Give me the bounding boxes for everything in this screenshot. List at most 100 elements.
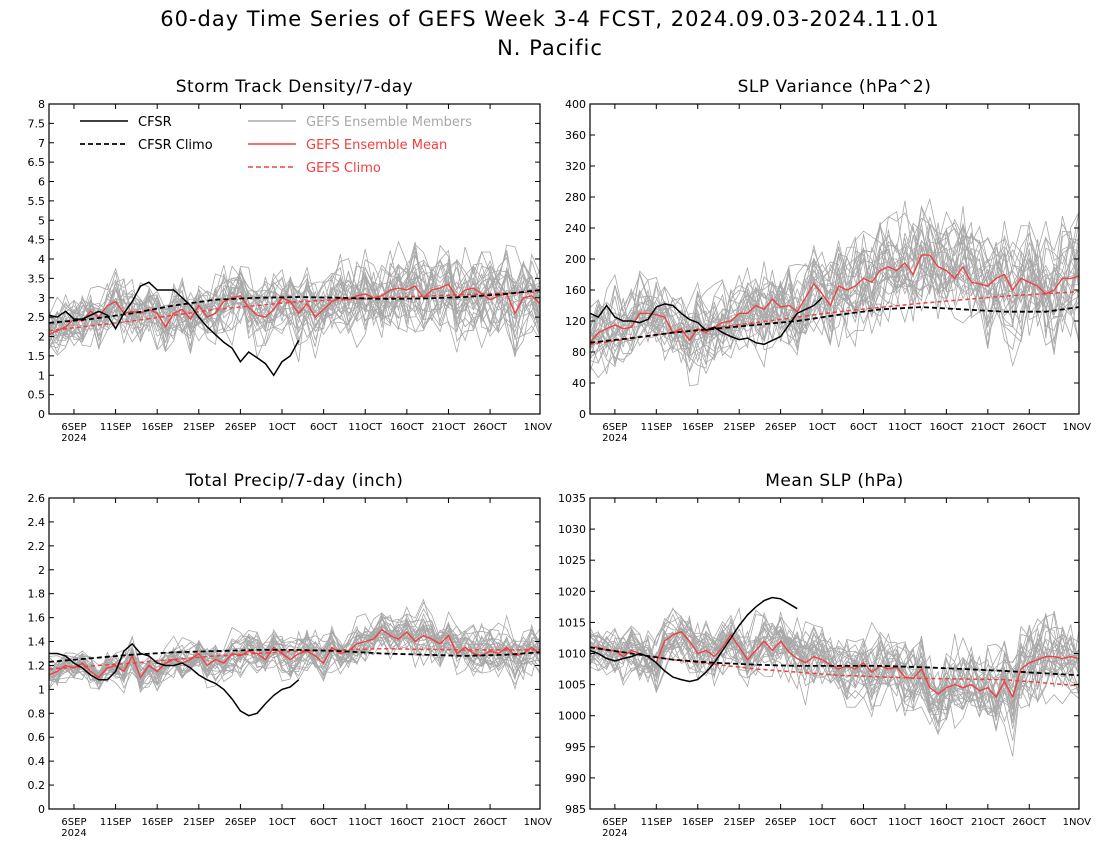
x-tick-label: 11SEP — [100, 422, 131, 433]
y-tick-label: 2 — [38, 331, 45, 344]
x-tick-label: 21SEP — [183, 817, 214, 828]
y-tick-label: 0.8 — [28, 707, 46, 720]
y-tick-label: 1030 — [558, 523, 586, 536]
y-tick-label: 7 — [38, 137, 45, 150]
y-tick-label: 2 — [38, 564, 45, 577]
x-tick-label: 21SEP — [183, 422, 214, 433]
ensemble-member-line — [589, 607, 1080, 723]
members-group — [589, 197, 1080, 387]
y-tick-label: 5 — [38, 214, 45, 227]
ensemble-member-line — [48, 261, 541, 353]
y-tick-label: 3 — [38, 292, 45, 305]
y-tick-label: 8 — [38, 98, 45, 111]
y-tick-label: 280 — [565, 191, 586, 204]
ensemble-member-line — [48, 598, 541, 689]
y-tick-label: 1.8 — [28, 588, 46, 601]
y-tick-label: 400 — [565, 98, 586, 111]
x-tick-label: 26SEP — [765, 817, 796, 828]
x-tick-label: 1OCT — [808, 817, 836, 828]
y-tick-label: 1 — [38, 369, 45, 382]
y-tick-label: 6 — [38, 176, 45, 189]
y-tick-label: 1000 — [558, 710, 586, 723]
y-tick-label: 5.5 — [28, 195, 46, 208]
ensemble-member-line — [48, 601, 541, 686]
x-tick-label: 21OCT — [432, 817, 467, 828]
ensemble-member-line — [48, 619, 541, 685]
x-tick-label: 26OCT — [473, 422, 508, 433]
x-tick-label: 6OCT — [850, 422, 878, 433]
y-tick-label: 1.4 — [28, 636, 46, 649]
x-tick-label: 11OCT — [348, 817, 383, 828]
x-tick-label: 16OCT — [930, 817, 965, 828]
y-tick-label: 160 — [565, 284, 586, 297]
ensemble-member-line — [589, 611, 1080, 736]
x-tick-label: 26OCT — [1012, 422, 1047, 433]
y-tick-label: 1020 — [558, 585, 586, 598]
y-tick-label: 120 — [565, 315, 586, 328]
x-tick-label: 6OCT — [850, 817, 878, 828]
x-tick-label: 11OCT — [888, 422, 923, 433]
suptitle-line2: N. Pacific — [497, 36, 603, 60]
panel-title: Storm Track Density/7-day — [176, 77, 413, 97]
series-line-cfsr-climo — [589, 646, 1080, 677]
x-tick-label: 21OCT — [971, 422, 1006, 433]
members-group — [589, 606, 1080, 757]
legend-label-cfsr: CFSR — [138, 115, 172, 130]
y-tick-label: 985 — [565, 803, 586, 816]
ensemble-member-line — [589, 243, 1080, 375]
plot-frame — [48, 103, 541, 415]
y-tick-label: 4 — [38, 253, 45, 266]
y-tick-label: 995 — [565, 741, 586, 754]
panel-1: Storm Track Density/7-day 0 0.5 1 1.5 2 2.5 3 3.… — [28, 77, 553, 444]
y-tick-label: 240 — [565, 222, 586, 235]
x-tick-label: 6SEP — [61, 817, 86, 828]
x-tick-label: 26SEP — [225, 817, 256, 828]
members-group — [48, 598, 541, 694]
y-tick-label: 1 — [38, 683, 45, 696]
x-tick-label: 1NOV — [524, 817, 553, 828]
y-tick-label: 1.6 — [28, 612, 46, 625]
ensemble-member-line — [589, 234, 1080, 360]
ensemble-member-line — [589, 223, 1080, 363]
x-tick-label: 21OCT — [432, 422, 467, 433]
x-tick-label: 11SEP — [641, 817, 672, 828]
x-tick-label: 26OCT — [473, 817, 508, 828]
y-tick-label: 1015 — [558, 616, 586, 629]
x-tick-label: 16SEP — [682, 817, 713, 828]
series-line-cfsr — [589, 297, 823, 346]
panel-title: SLP Variance (hPa^2) — [738, 77, 932, 97]
panel-4: Mean SLP (hPa) 985 990 995 1000 1005 1010 1015 1… — [558, 471, 1091, 839]
x-tick-label: 1OCT — [268, 817, 296, 828]
ensemble-member-line — [589, 627, 1080, 741]
y-tick-label: 0.2 — [28, 779, 46, 792]
x-year-label: 2024 — [61, 433, 86, 444]
y-tick-label: 1035 — [558, 492, 586, 505]
plot-frame — [48, 497, 541, 810]
y-tick-label: 7.5 — [28, 117, 46, 130]
ensemble-member-line — [48, 615, 541, 682]
y-tick-label: 0 — [579, 408, 586, 421]
ensemble-member-line — [589, 616, 1080, 707]
x-tick-label: 6SEP — [602, 422, 627, 433]
y-tick-label: 40 — [572, 377, 586, 390]
y-tick-label: 360 — [565, 129, 586, 142]
x-year-label: 2024 — [602, 433, 627, 444]
ensemble-member-line — [48, 260, 541, 347]
y-tick-label: 1005 — [558, 679, 586, 692]
x-tick-label: 26SEP — [225, 422, 256, 433]
series-line-ens-mean — [589, 254, 1080, 344]
ensemble-member-line — [589, 233, 1080, 363]
ensemble-member-line — [589, 225, 1080, 369]
x-tick-label: 16SEP — [141, 422, 172, 433]
y-tick-label: 0 — [38, 803, 45, 816]
ensemble-member-line — [589, 200, 1080, 369]
y-tick-label: 2.5 — [28, 311, 46, 324]
x-tick-label: 26OCT — [1012, 817, 1047, 828]
x-tick-label: 1OCT — [268, 422, 296, 433]
y-tick-label: 320 — [565, 160, 586, 173]
ensemble-member-line — [48, 258, 541, 359]
y-tick-label: 1010 — [558, 648, 586, 661]
x-tick-label: 21SEP — [723, 817, 754, 828]
panels-group: Storm Track Density/7-day 0 0.5 1 1.5 2 2.5 3 3.… — [28, 77, 1092, 839]
